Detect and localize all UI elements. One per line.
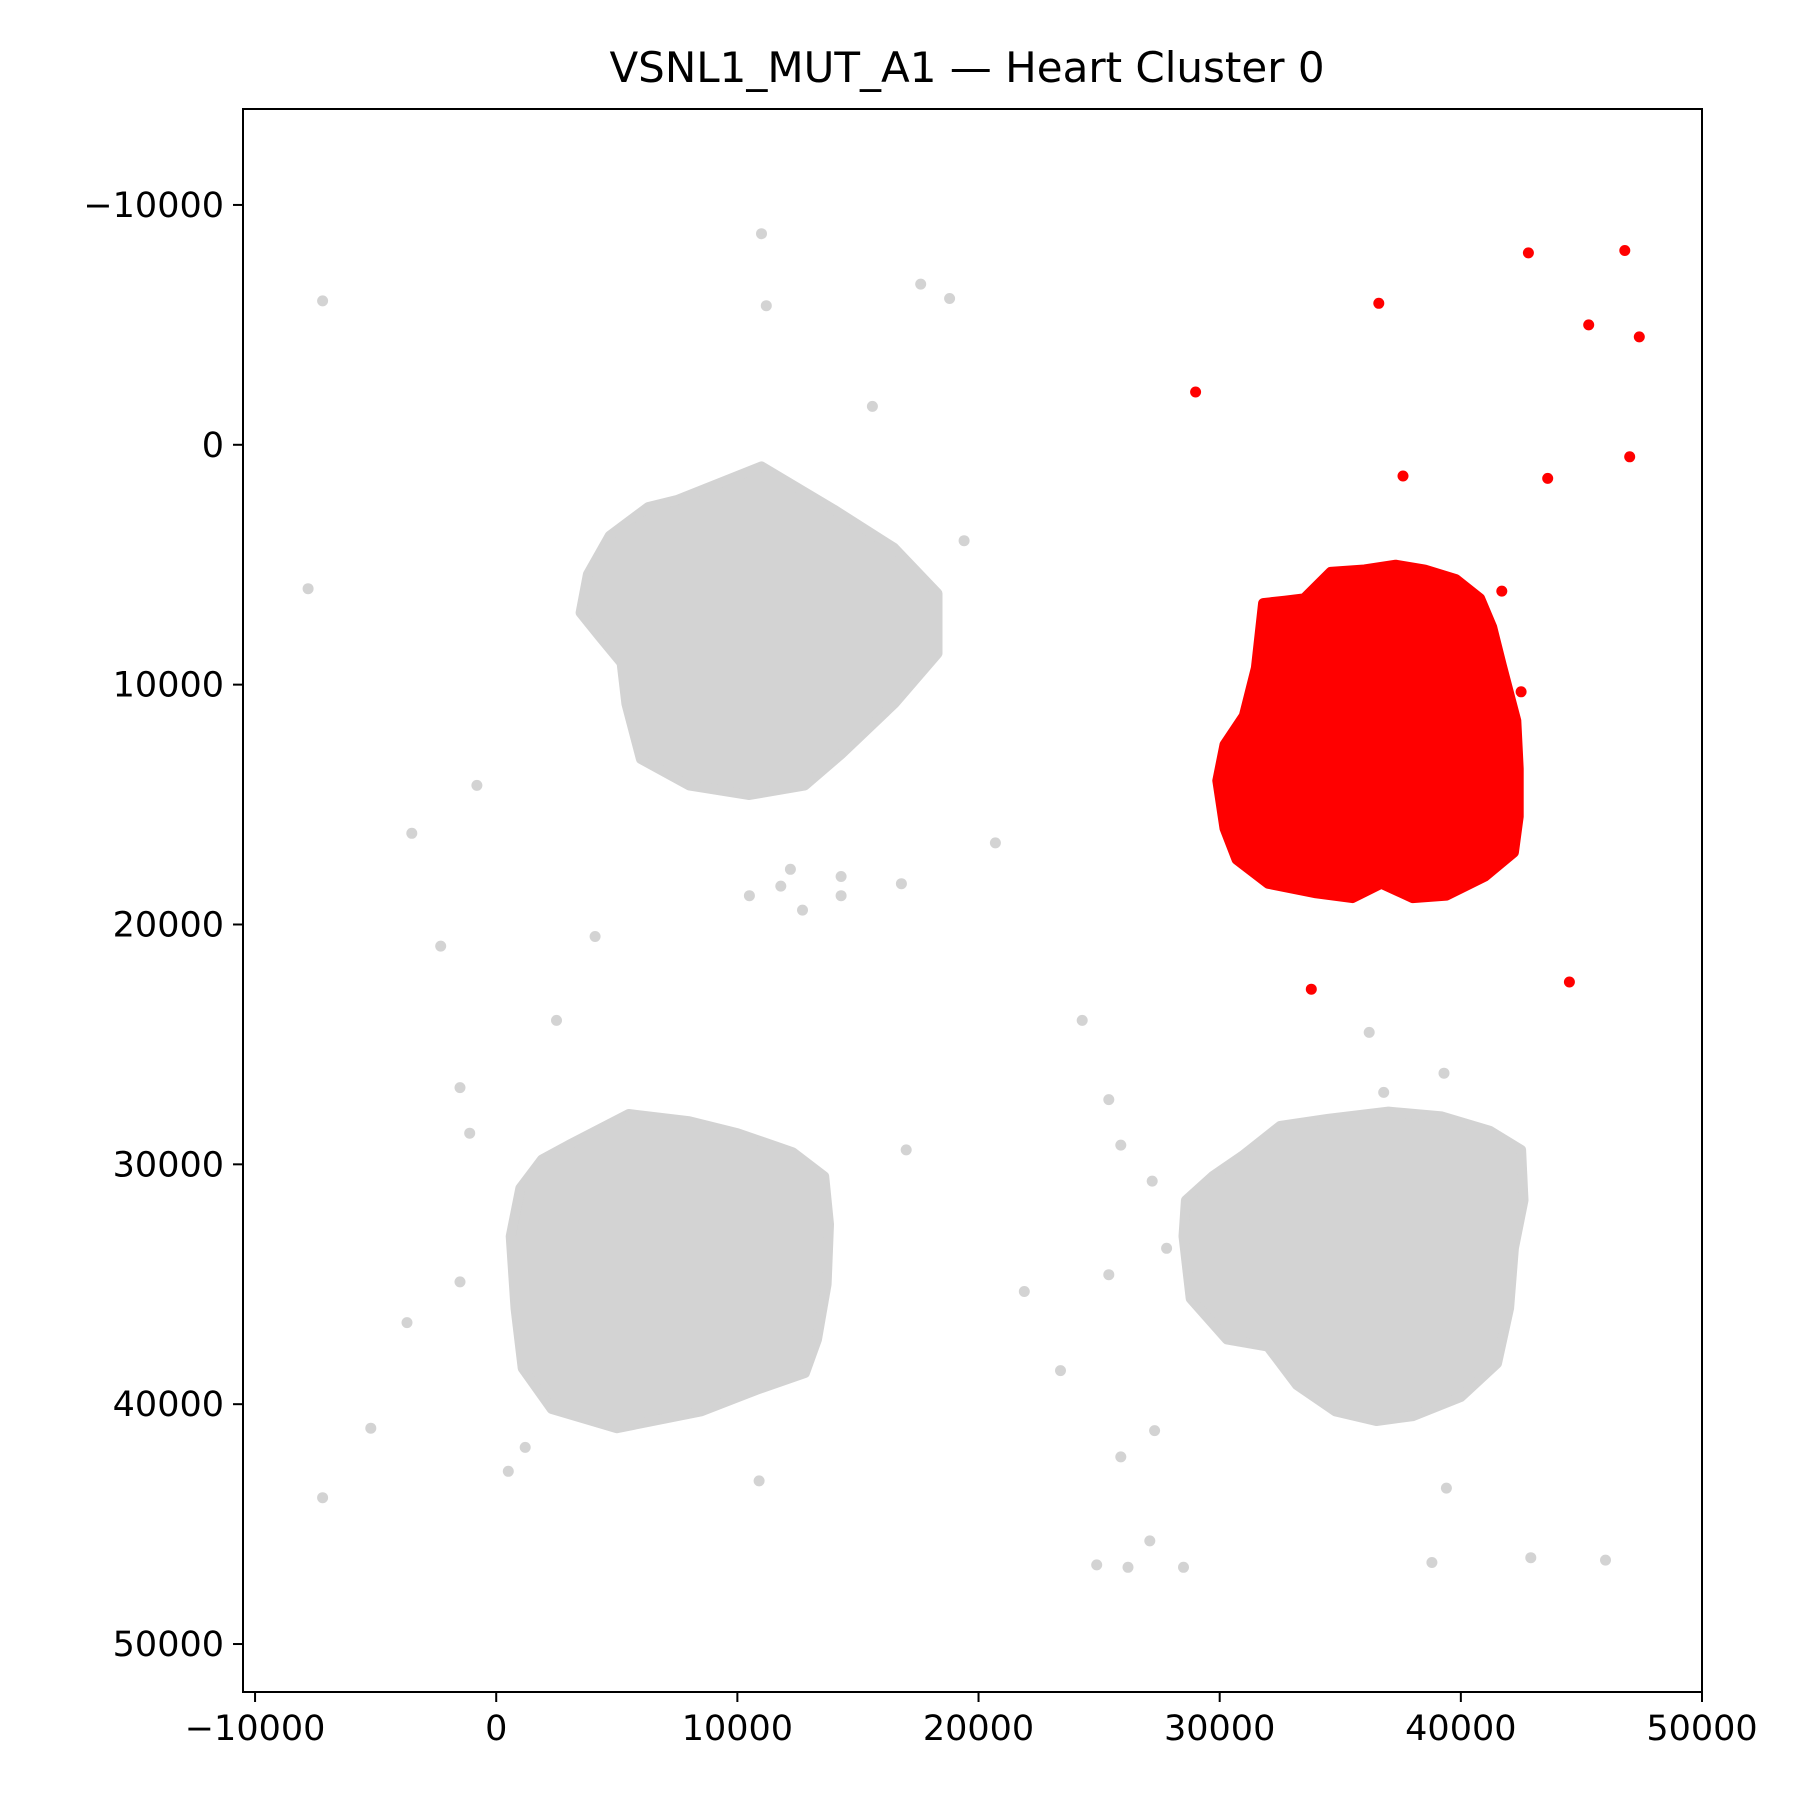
scatter-point-1-6 [1397, 470, 1409, 482]
scatter-point-0-0 [317, 295, 329, 307]
scatter-point-0-26 [1103, 1094, 1115, 1106]
scatter-point-0-2 [760, 300, 772, 312]
x-tick-label: −10000 [185, 1709, 326, 1749]
scatter-point-0-48 [1378, 1086, 1390, 1098]
scatter-point-0-16 [835, 871, 847, 882]
scatter-point-1-10 [1515, 686, 1527, 698]
scatter-point-0-41 [1149, 1425, 1161, 1437]
x-tick-label: 0 [485, 1709, 507, 1749]
x-tick-label: 40000 [1405, 1709, 1516, 1749]
scatter-point-0-14 [784, 863, 796, 875]
scatter-point-0-45 [1178, 1561, 1189, 1573]
scatter-point-0-46 [1363, 1026, 1375, 1038]
scatter-point-0-35 [365, 1422, 377, 1434]
scatter-point-0-43 [1091, 1559, 1103, 1571]
point-cluster-1-0 [1212, 559, 1524, 904]
scatter-point-0-10 [850, 731, 861, 743]
y-axis: −10000 0 10000 20000 30000 40000 50000 [83, 186, 243, 1665]
scatter-point-0-40 [1115, 1451, 1127, 1463]
x-tick-label: 50000 [1646, 1709, 1757, 1749]
scatter-point-1-4 [1583, 319, 1595, 331]
scatter-point-0-31 [1018, 1286, 1030, 1297]
scatter-point-1-7 [1542, 472, 1554, 484]
y-tick-label: 30000 [113, 1145, 224, 1185]
scatter-point-0-24 [900, 1144, 912, 1156]
scatter-point-0-27 [1115, 1139, 1127, 1151]
x-tick-label: 30000 [1164, 1709, 1275, 1749]
scatter-point-0-29 [1161, 1242, 1173, 1254]
point-cluster-0-0 [575, 461, 943, 800]
scatter-point-0-34 [401, 1317, 413, 1329]
point-cluster-0-2 [1178, 1106, 1529, 1426]
x-axis: −10000 0 10000 20000 30000 40000 50000 [185, 1692, 1758, 1749]
y-tick-label: 50000 [113, 1625, 224, 1665]
scatter-point-0-33 [454, 1276, 466, 1288]
scatter-point-0-20 [435, 940, 447, 952]
scatter-point-1-2 [1522, 247, 1534, 259]
scatter-point-1-11 [1305, 983, 1317, 995]
scatter-point-0-7 [958, 535, 970, 547]
series-1 [1190, 245, 1645, 995]
scatter-point-0-25 [1076, 1014, 1088, 1026]
scatter-point-0-17 [835, 890, 847, 902]
scatter-point-0-39 [317, 1492, 329, 1504]
scatter-point-0-13 [775, 880, 787, 892]
scatter-point-0-18 [895, 878, 907, 890]
scatter-point-1-12 [1563, 976, 1575, 988]
plot-frame [242, 108, 1703, 1693]
scatter-point-0-23 [464, 1127, 476, 1139]
scatter-point-0-37 [502, 1465, 514, 1477]
scatter-point-0-6 [302, 583, 314, 595]
scatter-point-0-42 [1144, 1535, 1156, 1547]
scatter-point-0-47 [1438, 1067, 1450, 1079]
scatter-point-0-9 [406, 827, 418, 839]
scatter-point-1-8 [1624, 451, 1636, 463]
y-tick-label: 0 [202, 426, 224, 466]
scatter-point-0-21 [551, 1014, 562, 1026]
scatter-point-1-1 [1373, 297, 1385, 309]
scatter-point-0-11 [989, 837, 1001, 849]
y-tick-label: −10000 [83, 186, 224, 226]
scatter-point-0-12 [743, 890, 755, 902]
scatter-point-0-28 [1146, 1175, 1158, 1187]
x-tick-label: 10000 [682, 1709, 793, 1749]
scatter-point-1-0 [1190, 386, 1202, 398]
scatter-point-1-5 [1633, 331, 1645, 343]
scatter-point-0-22 [454, 1082, 466, 1094]
scatter-point-0-19 [589, 931, 601, 942]
scatter-point-0-52 [1600, 1554, 1611, 1566]
scatter-point-0-30 [1103, 1269, 1115, 1281]
scatter-point-0-51 [1525, 1552, 1537, 1564]
scatter-point-0-1 [756, 228, 767, 240]
x-tick-label: 20000 [923, 1709, 1034, 1749]
scatter-point-0-49 [1440, 1482, 1452, 1494]
y-tick-label: 40000 [113, 1385, 224, 1425]
scatter-point-0-3 [915, 278, 927, 290]
scatter-point-0-4 [944, 293, 956, 304]
scatter-point-0-32 [1055, 1365, 1066, 1377]
scatter-point-1-9 [1496, 585, 1508, 597]
scatter-point-0-36 [519, 1441, 531, 1453]
scatter-point-0-15 [797, 904, 808, 916]
scatter-point-1-3 [1619, 245, 1631, 256]
y-tick-label: 20000 [113, 905, 224, 945]
series-0 [302, 228, 1611, 1573]
scatter-point-0-50 [1426, 1557, 1438, 1568]
scatter-point-0-5 [866, 400, 878, 412]
scatter-point-0-8 [471, 779, 483, 791]
scatter-point-0-44 [1122, 1561, 1134, 1573]
plot-area [302, 228, 1645, 1573]
chart-title: VSNL1_MUT_A1 — Heart Cluster 0 [609, 43, 1324, 92]
point-cluster-0-1 [505, 1109, 834, 1434]
scatter-point-0-38 [753, 1475, 765, 1487]
y-tick-label: 10000 [113, 666, 224, 706]
